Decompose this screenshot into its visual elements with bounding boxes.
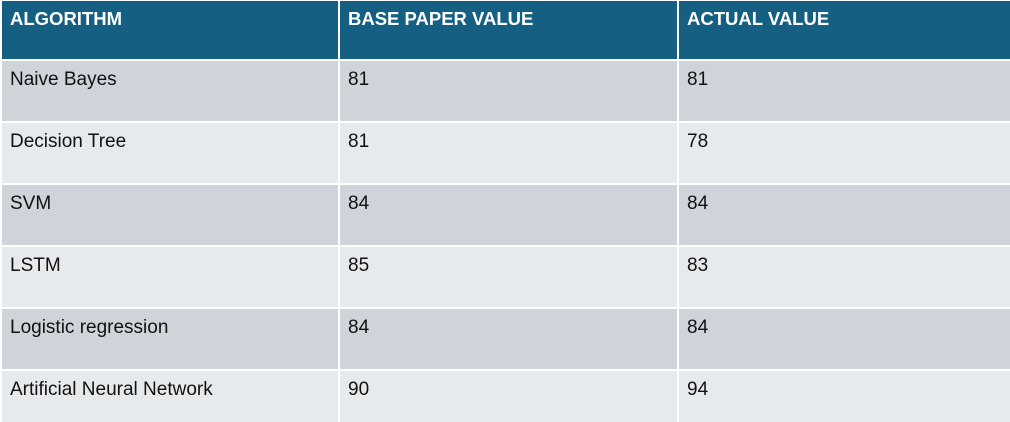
algorithm-cell: Naive Bayes bbox=[2, 61, 338, 121]
column-header-algorithm: ALGORITHM bbox=[2, 1, 338, 59]
column-header-base-paper-value: BASE PAPER VALUE bbox=[340, 1, 677, 59]
algorithm-cell: Artificial Neural Network bbox=[2, 371, 338, 422]
algorithm-cell: Decision Tree bbox=[2, 123, 338, 183]
actual-value-cell: 84 bbox=[679, 309, 1010, 369]
actual-value-cell: 94 bbox=[679, 371, 1010, 422]
actual-value-cell: 83 bbox=[679, 247, 1010, 307]
algorithm-cell: Logistic regression bbox=[2, 309, 338, 369]
base-paper-value-cell: 84 bbox=[340, 185, 677, 245]
base-paper-value-cell: 84 bbox=[340, 309, 677, 369]
actual-value-cell: 81 bbox=[679, 61, 1010, 121]
base-paper-value-cell: 81 bbox=[340, 61, 677, 121]
actual-value-cell: 78 bbox=[679, 123, 1010, 183]
base-paper-value-cell: 90 bbox=[340, 371, 677, 422]
actual-value-cell: 84 bbox=[679, 185, 1010, 245]
algorithm-cell: SVM bbox=[2, 185, 338, 245]
column-header-actual-value: ACTUAL VALUE bbox=[679, 1, 1010, 59]
base-paper-value-cell: 81 bbox=[340, 123, 677, 183]
algorithm-cell: LSTM bbox=[2, 247, 338, 307]
base-paper-value-cell: 85 bbox=[340, 247, 677, 307]
